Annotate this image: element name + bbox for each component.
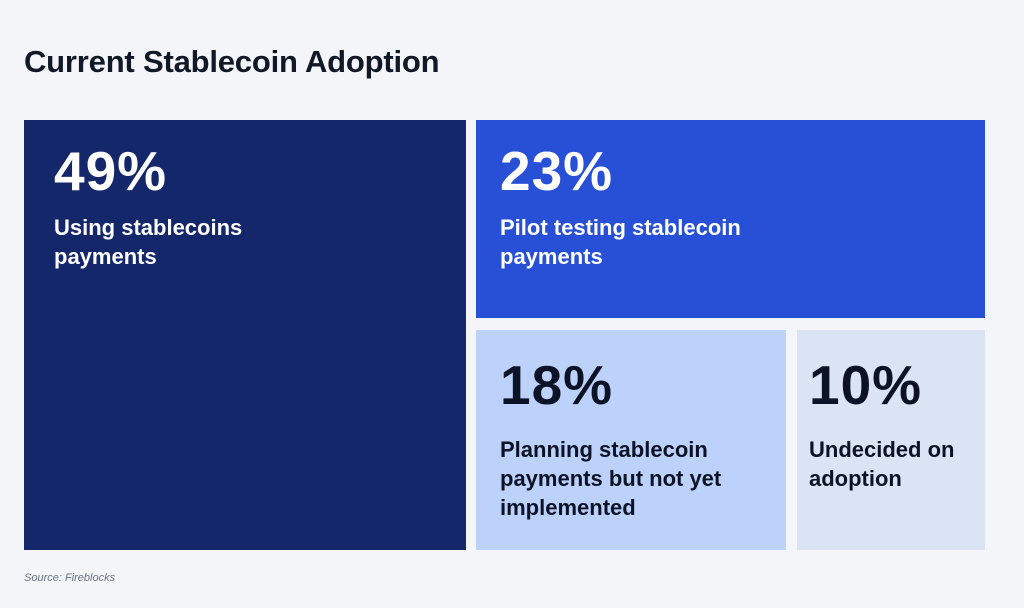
tile-value-undecided: 10% (809, 354, 923, 416)
tile-label-undecided: Undecided on adoption (809, 437, 955, 491)
tile-undecided: 10% Undecided on adoption (797, 330, 985, 550)
tile-label-using: Using stablecoins payments (54, 215, 243, 269)
tile-label-planning: Planning stablecoin payments but not yet… (500, 437, 722, 520)
tile-pilot-testing: 23% Pilot testing stablecoin payments (476, 120, 985, 318)
tile-planning: 18% Planning stablecoin payments but not… (476, 330, 786, 550)
chart-title: Current Stablecoin Adoption (24, 44, 440, 79)
tile-value-using: 49% (54, 140, 168, 202)
source-note: Source: Fireblocks (24, 572, 116, 584)
tile-label-pilot: Pilot testing stablecoin payments (500, 215, 741, 269)
tile-value-planning: 18% (500, 354, 614, 416)
tile-using-stablecoins: 49% Using stablecoins payments (24, 120, 466, 550)
tile-value-pilot: 23% (500, 140, 614, 202)
